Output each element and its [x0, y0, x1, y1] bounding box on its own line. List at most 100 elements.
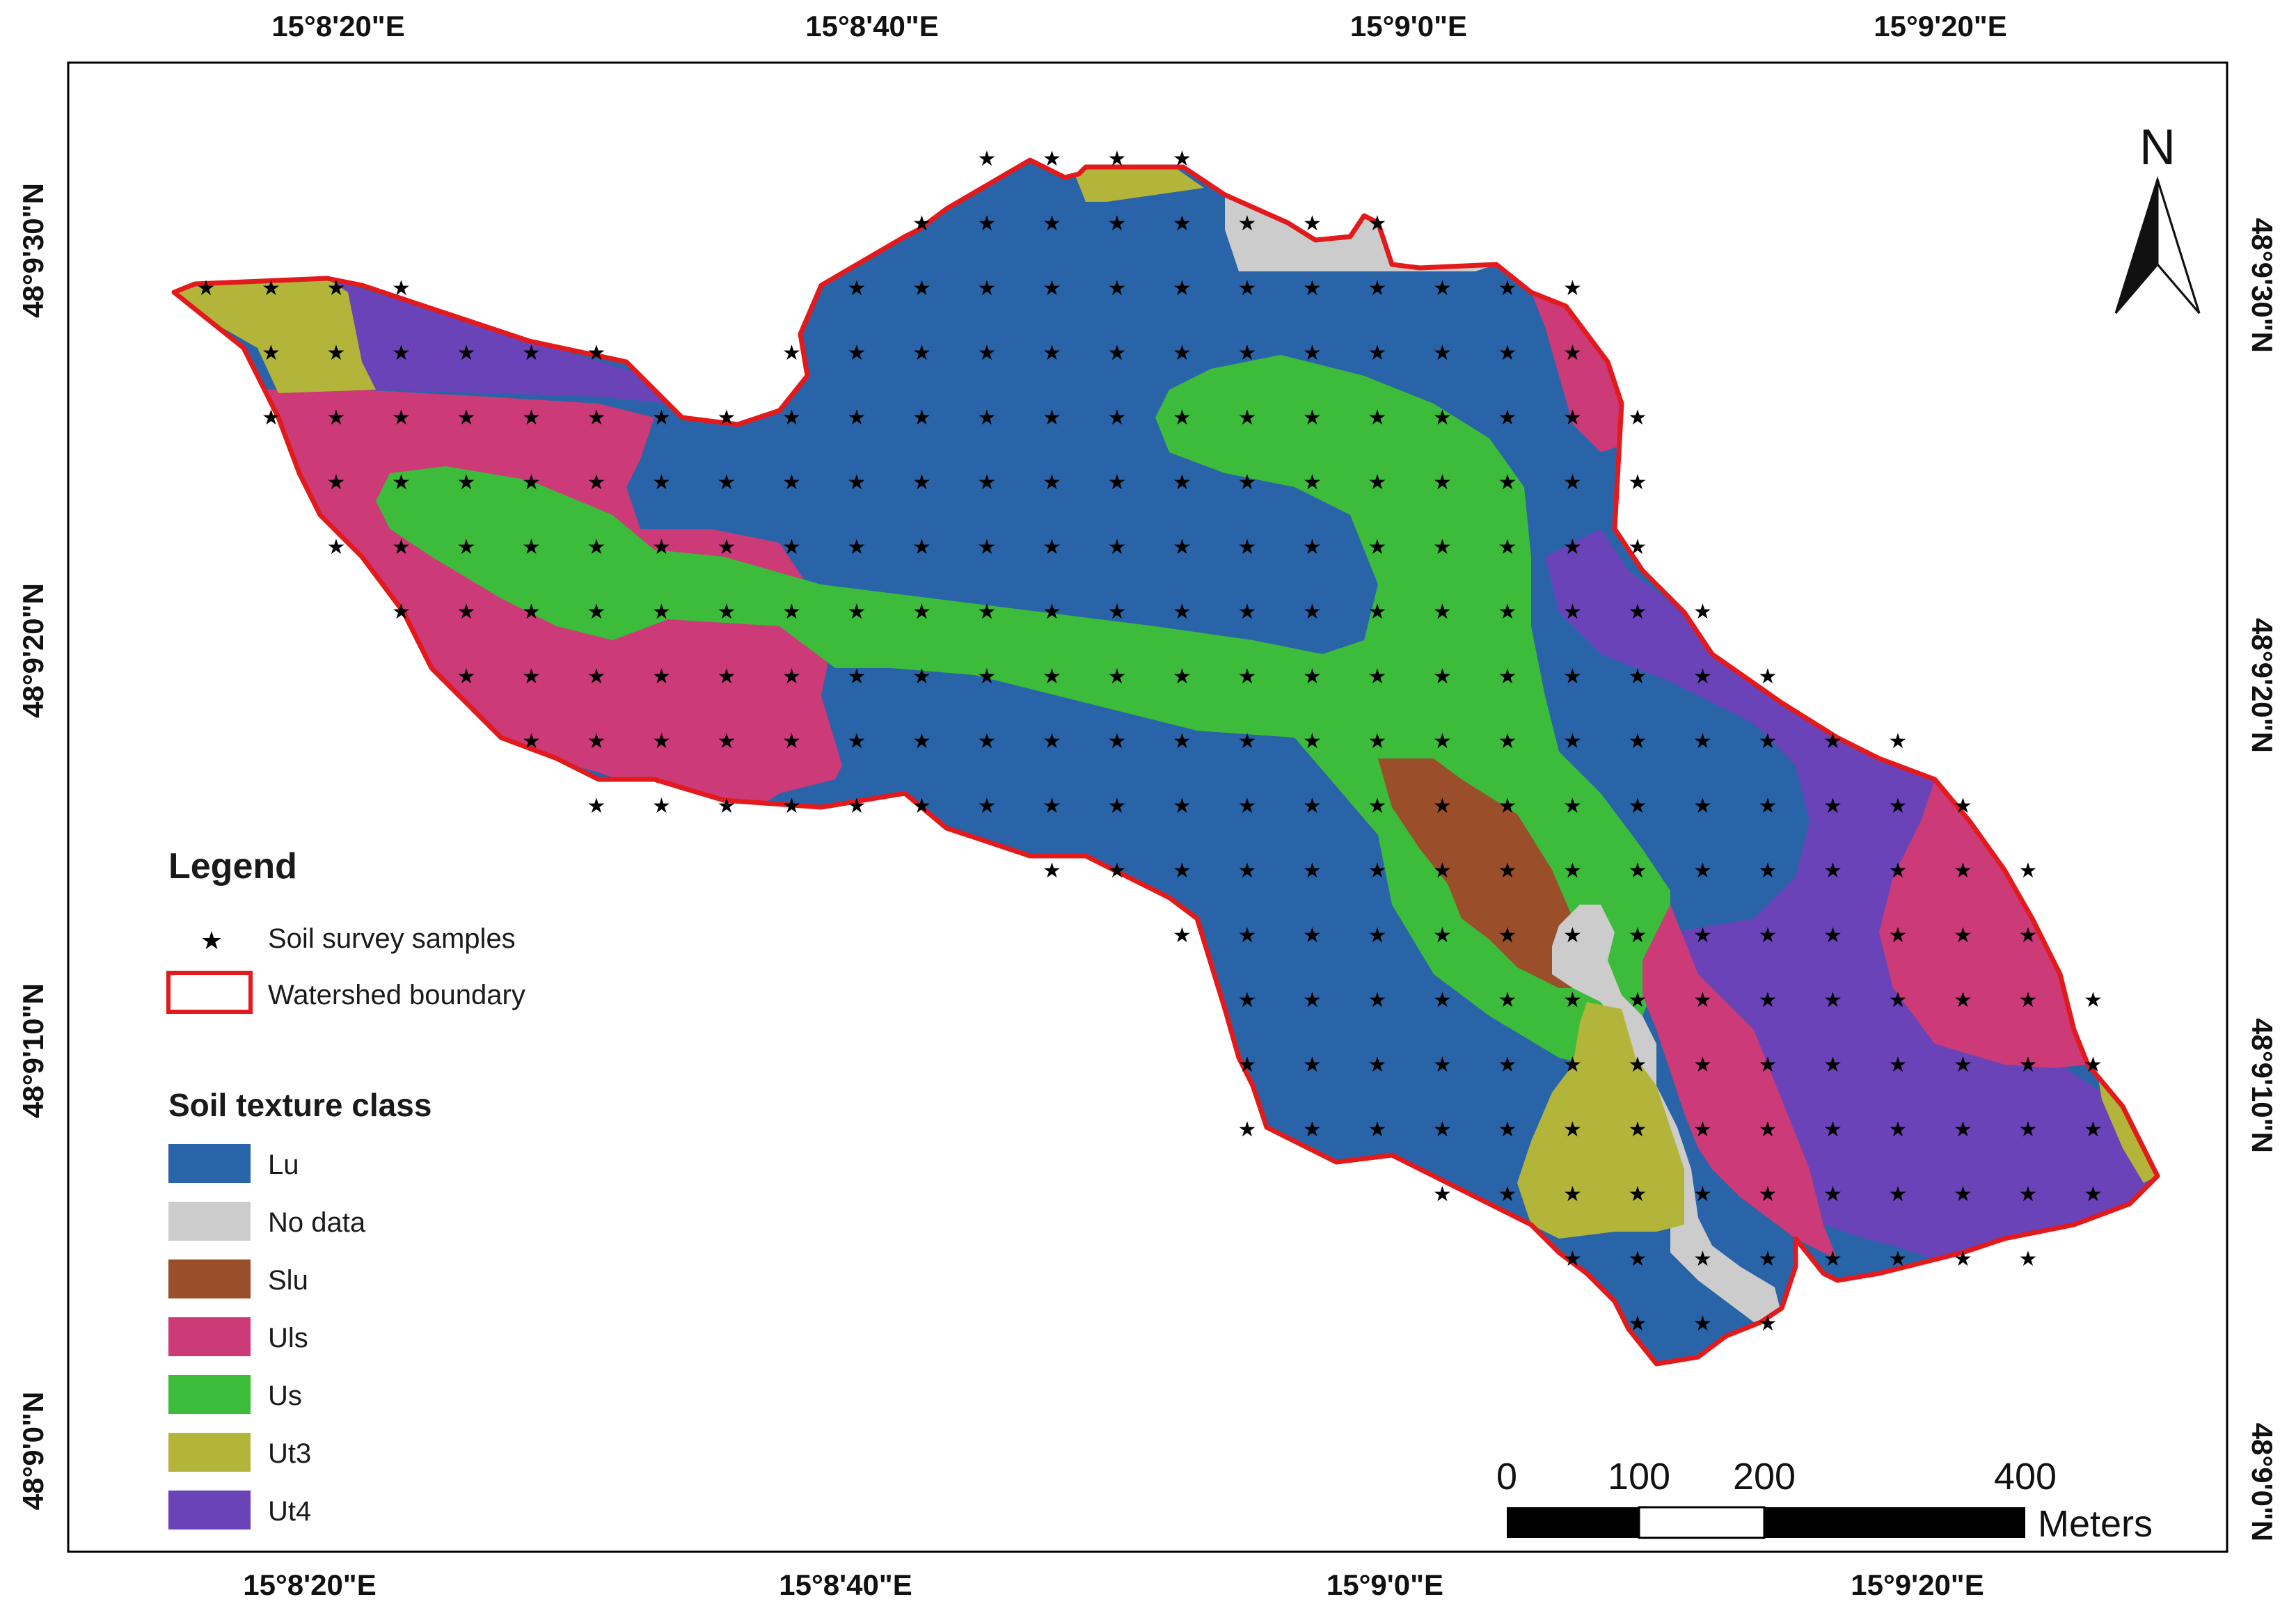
sample-star-icon: ★ — [1368, 535, 1387, 559]
sample-star-icon: ★ — [262, 341, 280, 365]
legend-swatch — [168, 1202, 251, 1241]
sample-star-icon: ★ — [1759, 794, 1778, 818]
left-lat-label: 48°9'10"N — [17, 983, 49, 1118]
top-lon-label: 15°8'40"E — [805, 10, 939, 42]
sample-star-icon: ★ — [1433, 470, 1452, 495]
sample-star-icon: ★ — [327, 276, 346, 301]
sample-star-icon: ★ — [1629, 1182, 1647, 1207]
sample-star-icon: ★ — [1368, 276, 1387, 301]
scale-tick-label: 200 — [1733, 1456, 1796, 1497]
sample-star-icon: ★ — [1108, 794, 1127, 818]
sample-star-icon: ★ — [587, 600, 606, 624]
sample-star-icon: ★ — [1629, 923, 1647, 948]
sample-star-icon: ★ — [1238, 535, 1257, 559]
sample-star-icon: ★ — [1303, 988, 1322, 1012]
sample-star-icon: ★ — [848, 600, 866, 624]
sample-star-icon: ★ — [782, 341, 801, 365]
sample-star-icon: ★ — [1823, 1053, 1842, 1077]
left-lat-label: 48°9'30"N — [17, 183, 49, 318]
right-lat-label: 48°9'20"N — [2246, 618, 2279, 753]
sample-star-icon: ★ — [1498, 794, 1517, 818]
sample-star-icon: ★ — [978, 147, 997, 171]
legend-class-label: Slu — [268, 1265, 308, 1296]
soil-area-ut3-nw — [174, 278, 376, 393]
sample-star-icon: ★ — [1108, 276, 1127, 301]
sample-star-icon: ★ — [1368, 1053, 1387, 1077]
left-lat-label: 48°9'0"N — [17, 1392, 49, 1510]
sample-star-icon: ★ — [978, 276, 997, 301]
sample-star-icon: ★ — [1433, 1182, 1452, 1207]
sample-star-icon: ★ — [522, 341, 541, 365]
sample-star-icon: ★ — [1498, 600, 1517, 624]
sample-star-icon: ★ — [2019, 1118, 2038, 1142]
legend-class-item: Ut3 — [168, 1433, 311, 1472]
sample-star-icon: ★ — [2084, 1118, 2103, 1142]
sample-star-icon: ★ — [392, 535, 411, 559]
sample-star-icon: ★ — [848, 794, 866, 818]
sample-star-icon: ★ — [1823, 923, 1842, 948]
sample-star-icon: ★ — [978, 665, 997, 689]
legend-class-label: Us — [268, 1381, 302, 1411]
watershed-boundary — [171, 157, 2160, 1367]
sample-star-icon: ★ — [1303, 1118, 1322, 1142]
sample-star-icon: ★ — [1759, 1247, 1778, 1271]
sample-star-icon: ★ — [848, 406, 866, 430]
scale-segment — [1764, 1507, 2025, 1538]
soil-area-ut3-north — [1072, 164, 1204, 202]
sample-star-icon: ★ — [978, 729, 997, 754]
legend-swatch — [168, 1375, 251, 1414]
soil-sample-points: ★ ★ ★ ★ ★ ★ ★ ★ ★ ★ ★ ★ ★ ★ ★ ★ ★ ★ ★ ★ ★ ★ ★ ★ ★ ★ ★ ★ ★ ★ ★ ★ ★ ★ ★ ★ ★ ★ ★ ★… — [197, 147, 2103, 1336]
sample-star-icon: ★ — [2019, 1053, 2038, 1077]
sample-star-icon: ★ — [1433, 406, 1452, 430]
sample-star-icon: ★ — [1238, 988, 1257, 1012]
sample-star-icon: ★ — [1108, 665, 1127, 689]
sample-star-icon: ★ — [1954, 1053, 1972, 1077]
sample-star-icon: ★ — [1563, 1247, 1582, 1271]
sample-star-icon: ★ — [1823, 859, 1842, 883]
sample-star-icon: ★ — [1238, 470, 1257, 495]
sample-star-icon: ★ — [652, 470, 671, 495]
sample-star-icon: ★ — [1889, 859, 1908, 883]
sample-star-icon: ★ — [1889, 1118, 1908, 1142]
sample-star-icon: ★ — [1303, 470, 1322, 495]
sample-star-icon: ★ — [1954, 1118, 1972, 1142]
sample-star-icon: ★ — [912, 212, 931, 236]
sample-star-icon: ★ — [457, 535, 476, 559]
sample-star-icon: ★ — [1108, 341, 1127, 365]
sample-star-icon: ★ — [978, 341, 997, 365]
sample-star-icon: ★ — [1563, 276, 1582, 301]
sample-star-icon: ★ — [1173, 470, 1191, 495]
sample-star-icon: ★ — [1043, 600, 1061, 624]
sample-star-icon: ★ — [848, 276, 866, 301]
sample-star-icon: ★ — [1693, 1118, 1712, 1142]
sample-star-icon: ★ — [718, 406, 736, 430]
sample-star-icon: ★ — [848, 729, 866, 754]
sample-star-icon: ★ — [1629, 794, 1647, 818]
sample-star-icon: ★ — [2019, 859, 2038, 883]
sample-star-icon: ★ — [1563, 1182, 1582, 1207]
sample-star-icon: ★ — [1433, 535, 1452, 559]
scale-tick-label: 0 — [1496, 1456, 1517, 1497]
sample-star-icon: ★ — [1368, 665, 1387, 689]
sample-star-icon: ★ — [1173, 535, 1191, 559]
sample-star-icon: ★ — [1043, 794, 1061, 818]
sample-star-icon: ★ — [1759, 1053, 1778, 1077]
sample-star-icon: ★ — [1173, 600, 1191, 624]
sample-star-icon: ★ — [1693, 923, 1712, 948]
sample-star-icon: ★ — [392, 600, 411, 624]
sample-star-icon: ★ — [1303, 341, 1322, 365]
sample-star-icon: ★ — [978, 535, 997, 559]
sample-star-icon: ★ — [1173, 729, 1191, 754]
sample-star-icon: ★ — [1238, 665, 1257, 689]
right-lat-label: 48°9'0"N — [2246, 1423, 2279, 1541]
sample-star-icon: ★ — [587, 665, 606, 689]
sample-star-icon: ★ — [1954, 859, 1972, 883]
sample-star-icon: ★ — [457, 406, 476, 430]
legend-class-label: Ut4 — [268, 1496, 311, 1527]
sample-star-icon: ★ — [1238, 1118, 1257, 1142]
sample-star-icon: ★ — [1303, 406, 1322, 430]
sample-star-icon: ★ — [587, 535, 606, 559]
sample-star-icon: ★ — [1303, 535, 1322, 559]
north-arrow-icon — [2114, 175, 2201, 314]
sample-star-icon: ★ — [848, 341, 866, 365]
